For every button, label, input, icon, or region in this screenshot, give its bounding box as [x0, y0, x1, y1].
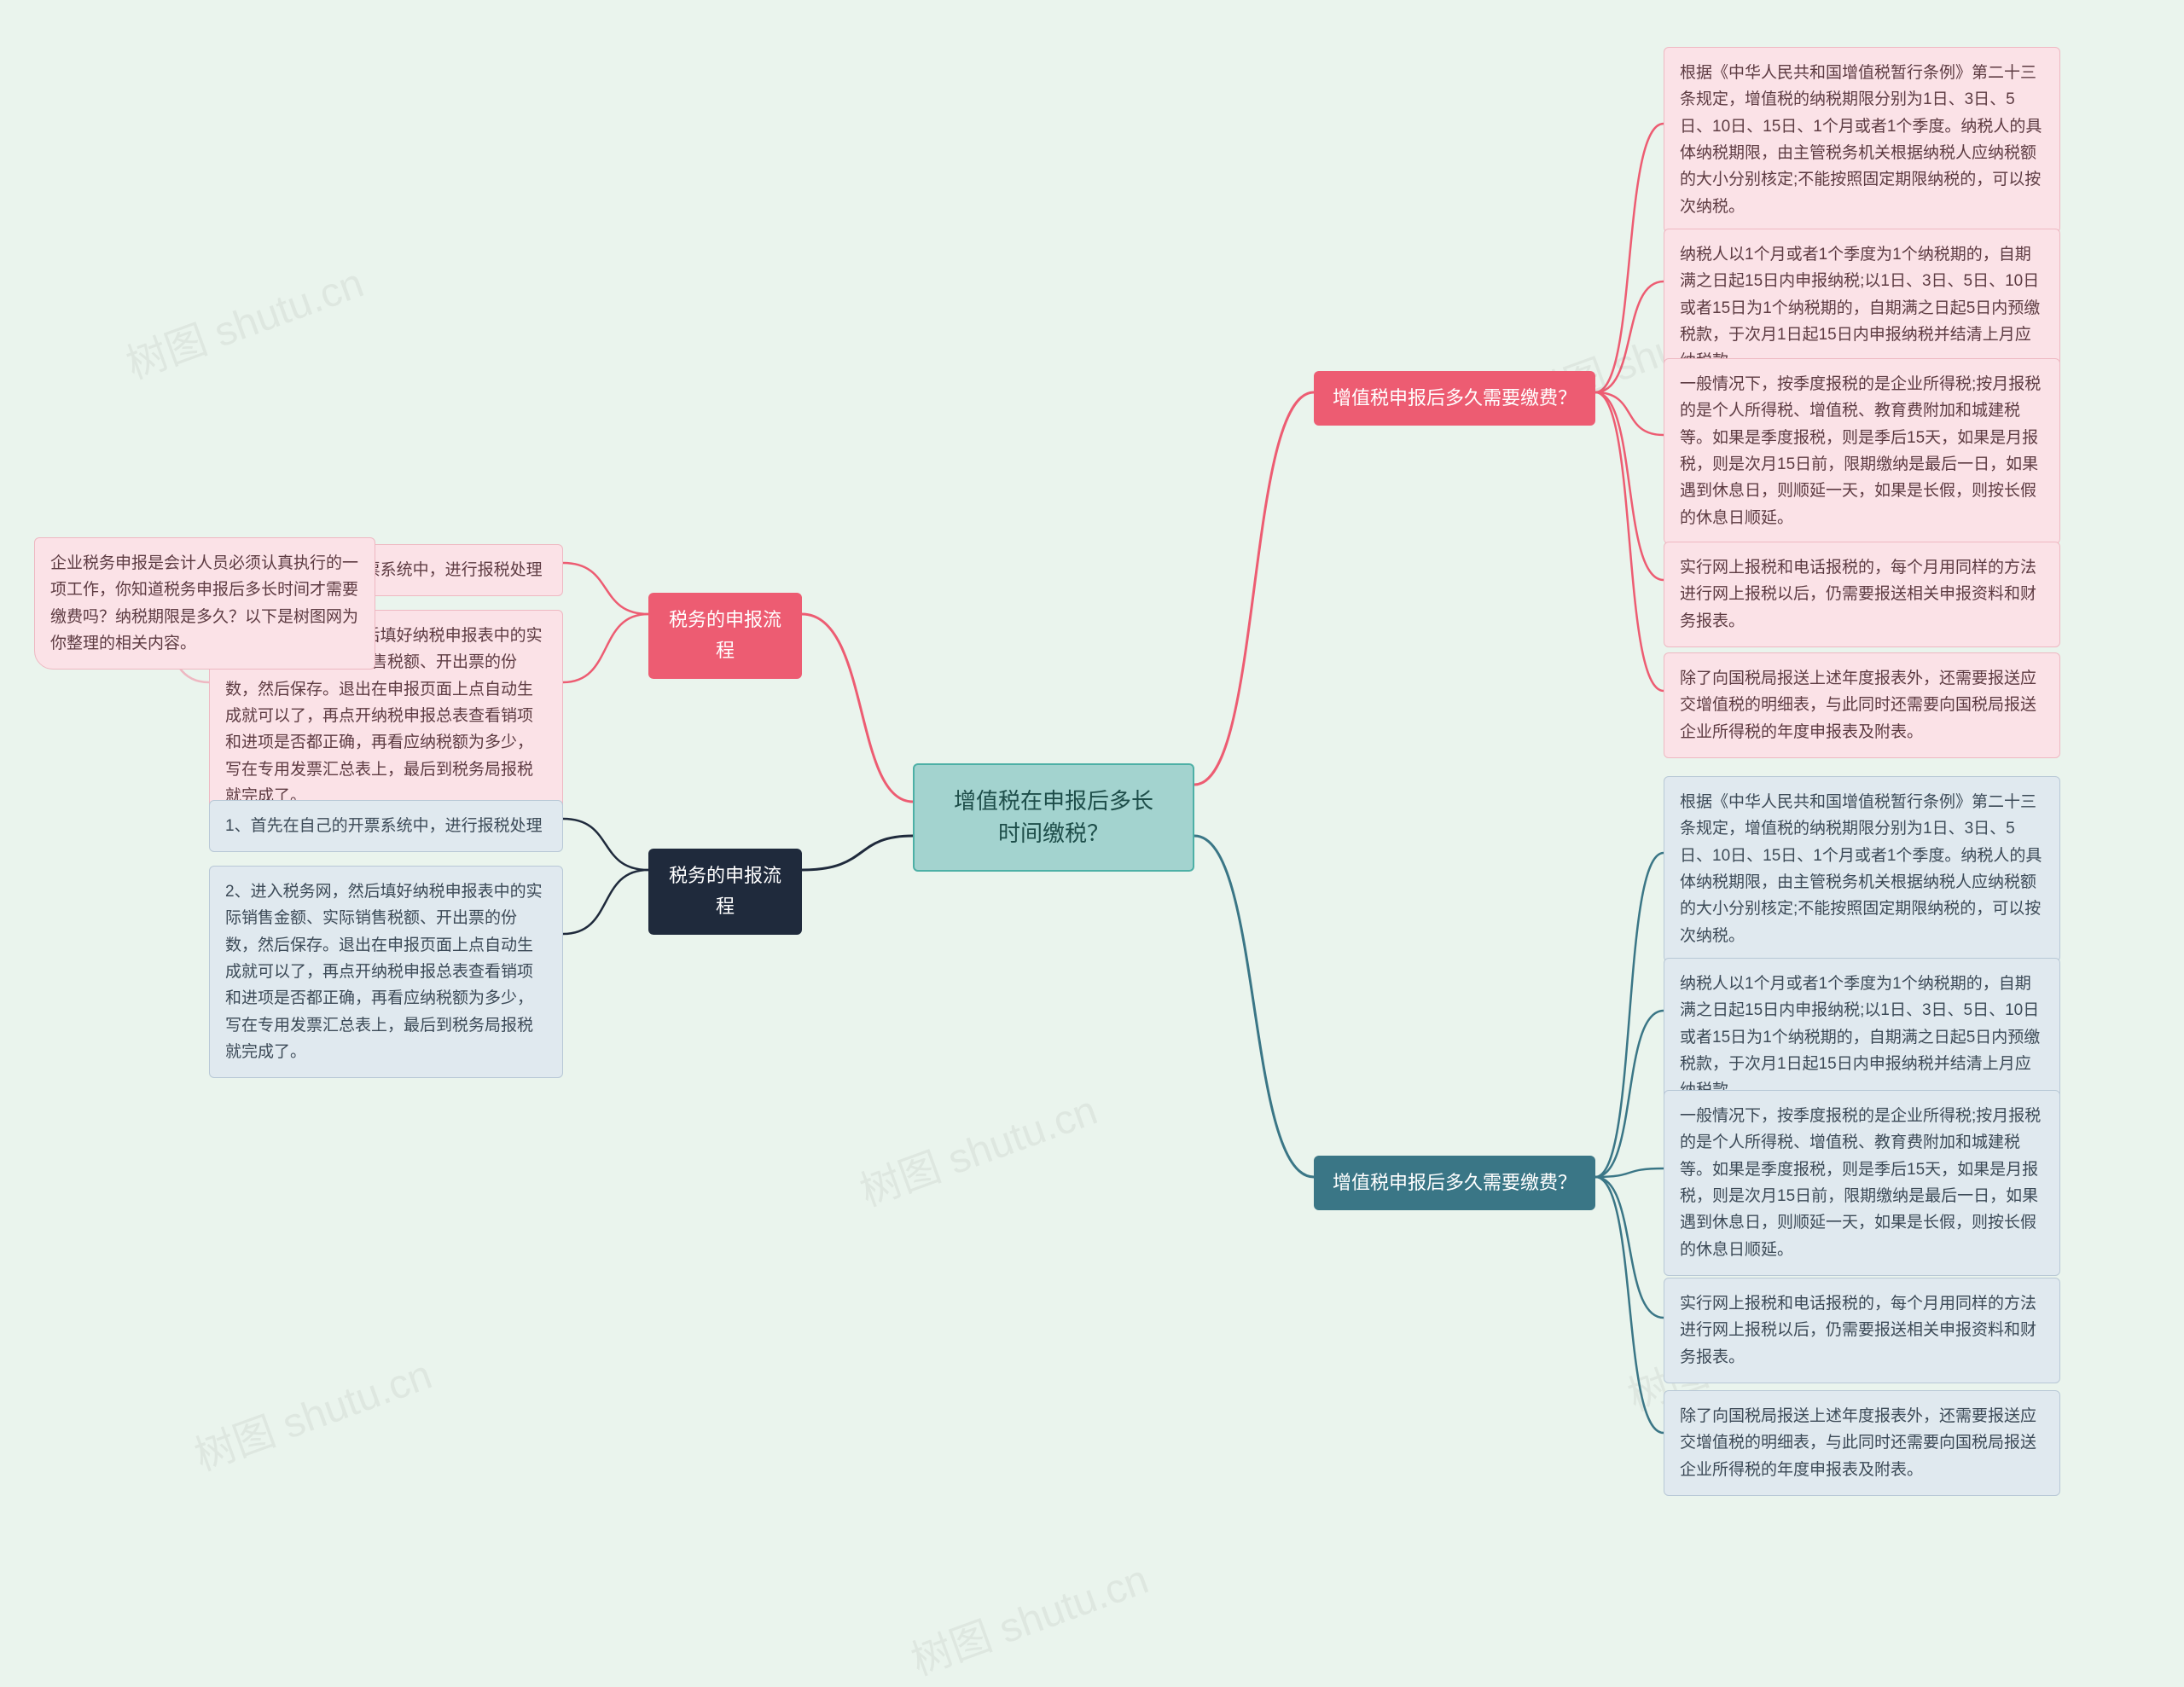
leaf-pink-pay-3[interactable]: 实行网上报税和电话报税的，每个月用同样的方法进行网上报税以后，仍需要报送相关申报… — [1664, 542, 2060, 647]
branch-teal-pay[interactable]: 增值税申报后多久需要缴费？ — [1314, 1156, 1595, 1210]
watermark: 树图 shutu.cn — [117, 249, 370, 390]
branch-navy-proc[interactable]: 税务的申报流程 — [648, 849, 802, 935]
branch-pink-proc[interactable]: 税务的申报流程 — [648, 593, 802, 679]
watermark: 树图 shutu.cn — [851, 1076, 1104, 1217]
leaf-teal-pay-3[interactable]: 实行网上报税和电话报税的，每个月用同样的方法进行网上报税以后，仍需要报送相关申报… — [1664, 1278, 2060, 1383]
leaf-teal-pay-2[interactable]: 一般情况下，按季度报税的是企业所得税;按月报税的是个人所得税、增值税、教育费附加… — [1664, 1090, 2060, 1276]
leaf-teal-pay-0[interactable]: 根据《中华人民共和国增值税暂行条例》第二十三条规定，增值税的纳税期限分别为1日、… — [1664, 776, 2060, 962]
leaf-navy-proc-0[interactable]: 1、首先在自己的开票系统中，进行报税处理 — [209, 800, 563, 852]
branch-pink-pay[interactable]: 增值税申报后多久需要缴费？ — [1314, 371, 1595, 426]
leaf-pink-pay-4[interactable]: 除了向国税局报送上述年度报表外，还需要报送应交增值税的明细表，与此同时还需要向国… — [1664, 652, 2060, 758]
watermark: 树图 shutu.cn — [902, 1545, 1155, 1686]
intro-note[interactable]: 企业税务申报是会计人员必须认真执行的一项工作，你知道税务申报后多长时间才需要缴费… — [34, 537, 375, 670]
watermark: 树图 shutu.cn — [185, 1341, 439, 1481]
leaf-pink-pay-0[interactable]: 根据《中华人民共和国增值税暂行条例》第二十三条规定，增值税的纳税期限分别为1日、… — [1664, 47, 2060, 233]
root-node[interactable]: 增值税在申报后多长时间缴税？ — [913, 763, 1194, 872]
leaf-navy-proc-1[interactable]: 2、进入税务网，然后填好纳税申报表中的实际销售金额、实际销售税额、开出票的份数，… — [209, 866, 563, 1078]
leaf-pink-pay-2[interactable]: 一般情况下，按季度报税的是企业所得税;按月报税的是个人所得税、增值税、教育费附加… — [1664, 358, 2060, 544]
leaf-teal-pay-4[interactable]: 除了向国税局报送上述年度报表外，还需要报送应交增值税的明细表，与此同时还需要向国… — [1664, 1390, 2060, 1496]
